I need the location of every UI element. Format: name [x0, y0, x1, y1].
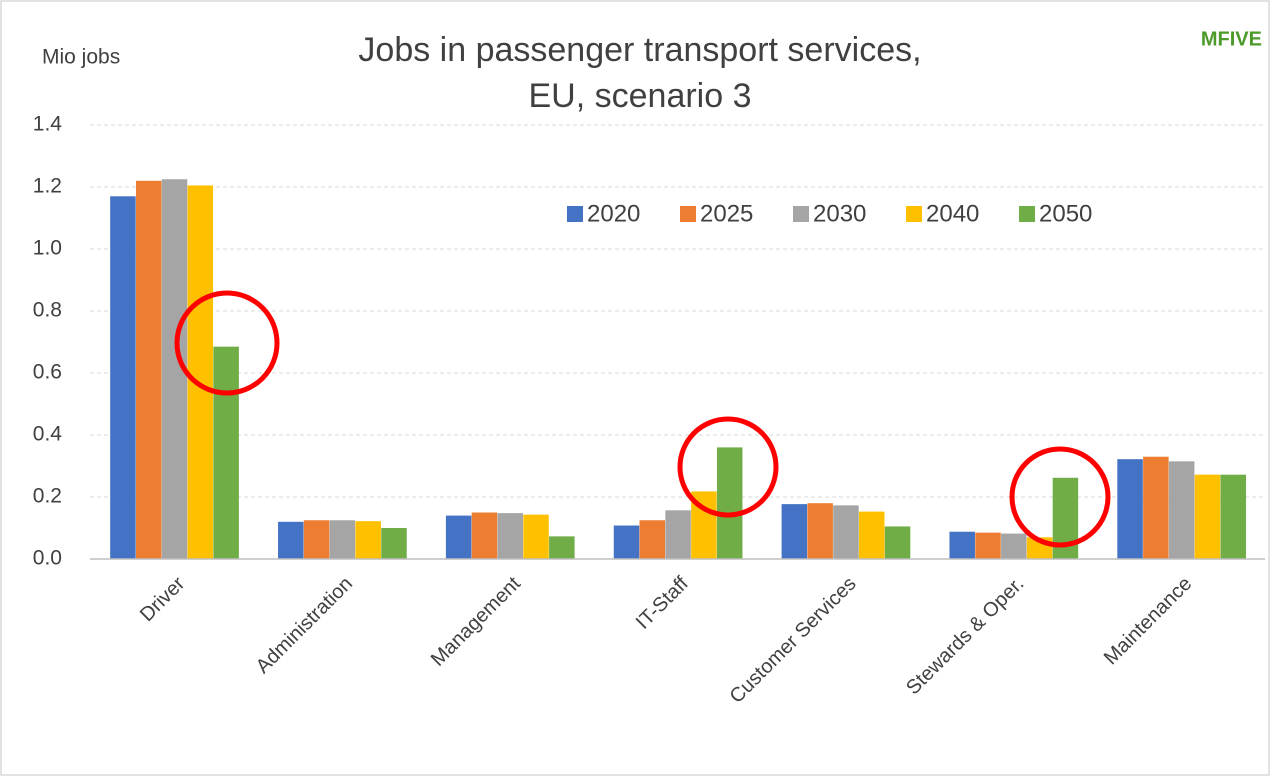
bar	[213, 346, 239, 559]
legend-swatch	[793, 206, 809, 222]
highlight-circle	[174, 290, 280, 396]
highlight-circle	[677, 416, 779, 518]
bar	[329, 520, 356, 559]
bar	[1001, 533, 1027, 559]
plot: 0.0 0.2 0.4 0.6 0.8 1.0 1.2 1.4 Driver Administra…	[33, 113, 1265, 708]
bar	[1117, 459, 1143, 559]
bar	[613, 525, 640, 559]
legend-label: 2040	[926, 200, 979, 227]
y-tick-label: 1.4	[33, 113, 63, 136]
bar	[807, 503, 833, 559]
bar	[1168, 461, 1195, 559]
y-tick-label: 1.2	[33, 175, 62, 198]
bar	[1143, 456, 1169, 559]
logo: MFIVE	[1201, 28, 1262, 50]
bar	[549, 536, 575, 559]
bar	[135, 180, 162, 560]
legend-swatch	[567, 206, 583, 222]
x-tick-label: Maintenance	[1100, 573, 1197, 670]
bar	[523, 514, 549, 559]
legend-label: 2020	[587, 200, 640, 227]
legend-label: 2050	[1039, 200, 1092, 227]
bar	[884, 526, 911, 559]
y-tick-label: 0.6	[33, 361, 62, 384]
bar	[781, 504, 808, 559]
bar	[639, 520, 666, 559]
highlight-circle	[1009, 446, 1111, 548]
bar	[716, 447, 743, 559]
bar	[1194, 474, 1221, 559]
x-tick-label: Administration	[252, 573, 357, 678]
bar	[949, 531, 975, 559]
y-tick-label: 0.0	[33, 547, 62, 570]
bar	[355, 521, 381, 559]
x-tick-label: Driver	[136, 572, 190, 626]
legend-swatch	[906, 206, 922, 222]
legend-swatch	[680, 206, 696, 222]
bar	[445, 515, 472, 559]
bar	[187, 185, 214, 559]
x-tick-label: Management	[427, 572, 525, 670]
bar	[303, 520, 330, 559]
legend-label: 2025	[700, 200, 753, 227]
bar	[975, 532, 1001, 559]
y-tick-label: 1.0	[33, 237, 62, 260]
legend-swatch	[1019, 206, 1035, 222]
bar	[471, 512, 498, 559]
bar	[859, 511, 885, 559]
chart-subtitle: EU, scenario 3	[529, 77, 752, 115]
chart-title: Jobs in passenger transport services,	[358, 31, 921, 69]
bar	[665, 510, 691, 559]
bar	[278, 521, 304, 559]
y-tick-label: 0.2	[33, 485, 62, 508]
legend-label: 2030	[813, 200, 866, 227]
bar	[110, 196, 136, 560]
bar	[381, 528, 407, 559]
x-tick-label: IT-Staff	[632, 572, 693, 633]
y-tick-label: 0.8	[33, 299, 62, 322]
bar	[497, 513, 523, 559]
annotations	[174, 290, 1111, 548]
x-tick-label: Customer Services	[726, 573, 861, 708]
y-tick-label: 0.4	[33, 423, 63, 446]
x-tick-label: Stewards & Oper.	[902, 573, 1028, 699]
bar	[1220, 474, 1247, 559]
bar	[833, 505, 859, 559]
y-axis-label: Mio jobs	[42, 46, 120, 69]
